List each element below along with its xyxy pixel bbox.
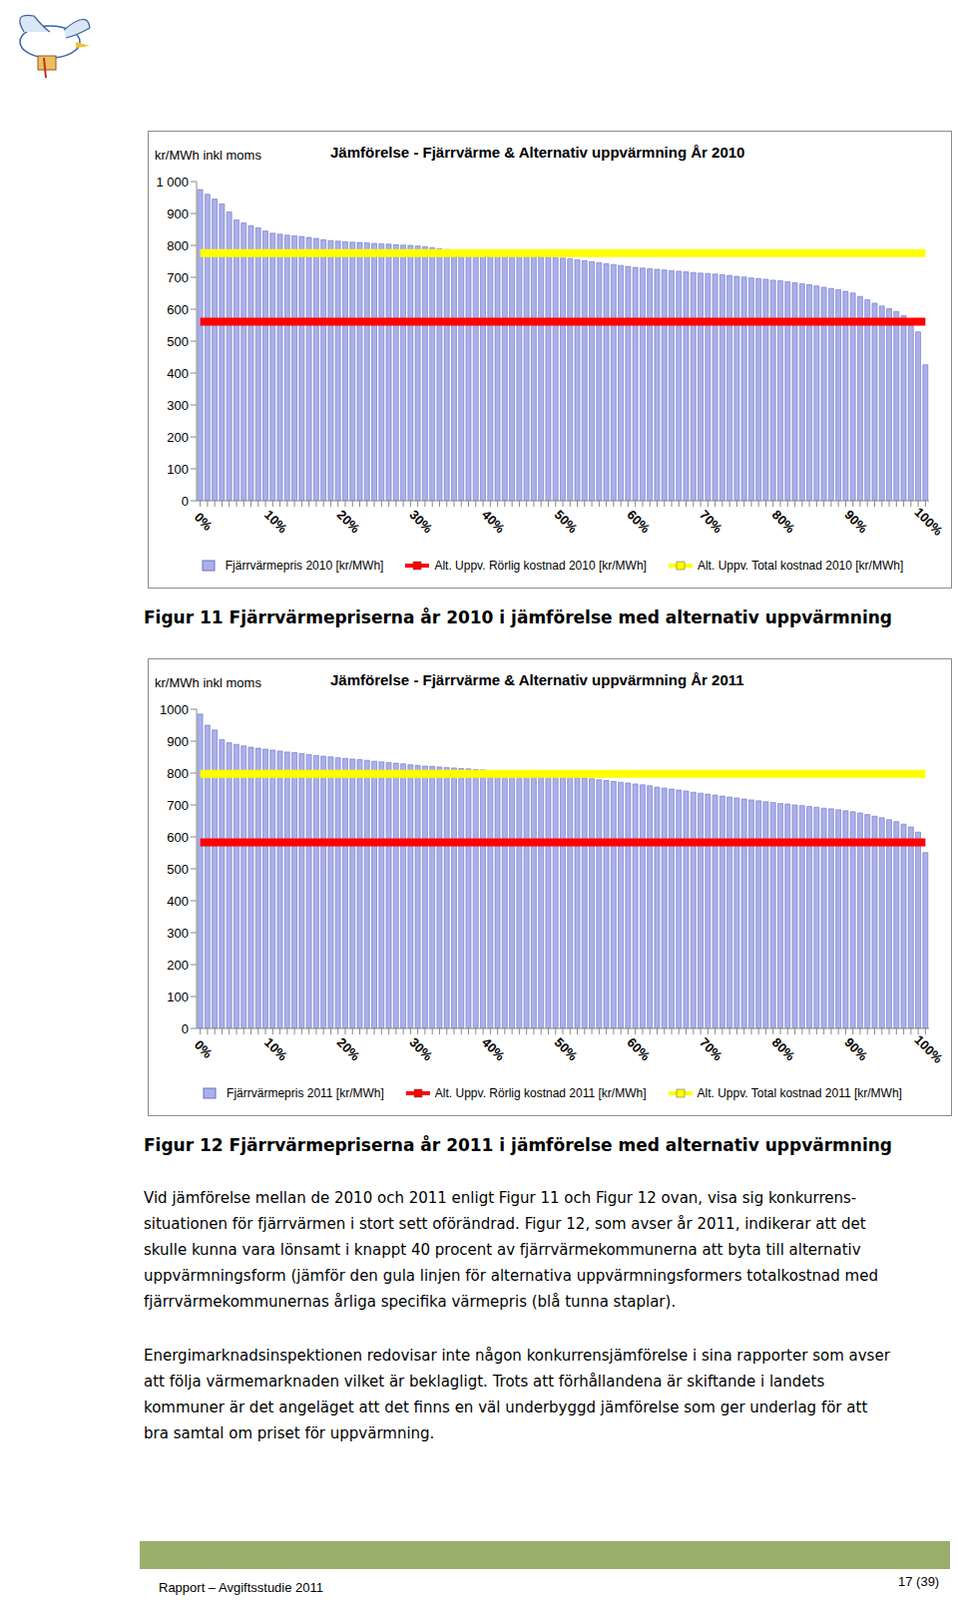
svg-text:40%: 40% [479,1034,508,1064]
svg-text:0: 0 [181,493,189,509]
svg-text:0%: 0% [191,1037,216,1062]
svg-text:0: 0 [181,1021,189,1037]
svg-text:300: 300 [166,926,189,942]
html-text:att följa värmemarknaden vilke: att följa värmemarknaden vilket är bekla… [143,1373,825,1392]
svg-text:200: 200 [166,958,189,973]
svg-text:30%: 30% [406,506,436,536]
svg-text:90%: 90% [841,506,871,536]
svg-text:800: 800 [166,766,189,782]
svg-text:100%: 100% [911,504,946,539]
html-text:bra samtal om priset för uppvä: bra samtal om priset för uppvärmning. [143,1425,435,1443]
svg-text:50%: 50% [551,1034,581,1064]
svg-text:600: 600 [166,302,189,318]
svg-text:400: 400 [166,366,189,382]
html-text:17 (39): 17 (39) [898,1574,940,1590]
svg-text:900: 900 [166,734,189,750]
svg-text:80%: 80% [769,506,799,536]
html-text:fjärrvärmekommunernas årliga s: fjärrvärmekommunernas årliga specifika v… [143,1293,676,1312]
html-text:Rapport – Avgiftsstudie 2011: Rapport – Avgiftsstudie 2011 [158,1580,324,1596]
svg-text:10%: 10% [261,1034,291,1064]
svg-text:100%: 100% [911,1032,946,1067]
svg-text:80%: 80% [769,1034,799,1064]
svg-text:500: 500 [166,862,189,878]
svg-text:200: 200 [166,430,189,446]
html-text:Alt. Uppv. Rörlig kostnad 2011: Alt. Uppv. Rörlig kostnad 2011 [kr/MWh] [434,1086,647,1101]
svg-text:100: 100 [166,989,189,1005]
svg-text:0%: 0% [191,509,216,534]
html-text:kr/MWh inkl moms: kr/MWh inkl moms [154,675,262,691]
svg-text:20%: 20% [334,1034,364,1064]
svg-text:1000: 1000 [159,702,189,718]
svg-text:50%: 50% [551,506,581,536]
html-text:Figur 11 Fjärrvärmepriserna år: Figur 11 Fjärrvärmepriserna år 2010 i jä… [143,607,893,628]
svg-text:800: 800 [166,238,189,254]
svg-text:20%: 20% [334,506,364,536]
html-text:kommuner är det angeläget att: kommuner är det angeläget att det finns … [143,1399,868,1418]
svg-text:10%: 10% [261,506,291,536]
html-text:Jämförelse - Fjärrvärme & Alte: Jämförelse - Fjärrvärme & Alternativ upp… [330,671,745,689]
html-text:Alt. Uppv. Total kostnad 2010: Alt. Uppv. Total kostnad 2010 [kr/MWh] [697,558,904,573]
svg-text:300: 300 [166,398,189,414]
html-text:Vid jämförelse mellan de 2010: Vid jämförelse mellan de 2010 och 2011 e… [143,1189,857,1208]
svg-text:700: 700 [166,270,189,286]
svg-text:70%: 70% [696,1034,726,1064]
svg-text:60%: 60% [623,506,653,536]
html-text:Jämförelse - Fjärrvärme & Alte: Jämförelse - Fjärrvärme & Alternativ upp… [330,143,745,161]
svg-text:100: 100 [166,462,189,478]
html-text:Alt. Uppv. Rörlig kostnad 2010: Alt. Uppv. Rörlig kostnad 2010 [kr/MWh] [434,558,647,573]
svg-text:400: 400 [166,894,189,910]
html-text:skulle kunna vara lönsamt i kn: skulle kunna vara lönsamt i knappt 40 pr… [143,1241,861,1260]
svg-text:1 000: 1 000 [155,174,189,190]
svg-text:900: 900 [166,206,189,222]
html-text:situationen för fjärrvärmen i: situationen för fjärrvärmen i stort sett… [143,1215,866,1234]
svg-text:600: 600 [166,830,189,846]
svg-text:40%: 40% [479,506,508,536]
svg-text:90%: 90% [841,1034,871,1064]
html-text:kr/MWh inkl moms: kr/MWh inkl moms [154,147,262,163]
html-text:Alt. Uppv. Total kostnad 2011: Alt. Uppv. Total kostnad 2011 [kr/MWh] [697,1086,903,1101]
svg-text:30%: 30% [406,1034,436,1064]
html-text:Fjärrvärmepris 2011 [kr/MWh]: Fjärrvärmepris 2011 [kr/MWh] [226,1086,385,1101]
html-text:Energimarknadsinspektionen red: Energimarknadsinspektionen redovisar int… [143,1347,890,1366]
html-text:uppvärmningsform (jämför den g: uppvärmningsform (jämför den gula linjen… [143,1267,879,1286]
svg-text:60%: 60% [623,1034,653,1064]
svg-text:500: 500 [166,334,189,350]
html-text:Fjärrvärmepris 2010 [kr/MWh]: Fjärrvärmepris 2010 [kr/MWh] [225,558,384,573]
svg-text:70%: 70% [696,506,726,536]
html-text:Figur 12 Fjärrvärmepriserna år: Figur 12 Fjärrvärmepriserna år 2011 i jä… [143,1135,893,1156]
svg-text:700: 700 [166,798,189,814]
